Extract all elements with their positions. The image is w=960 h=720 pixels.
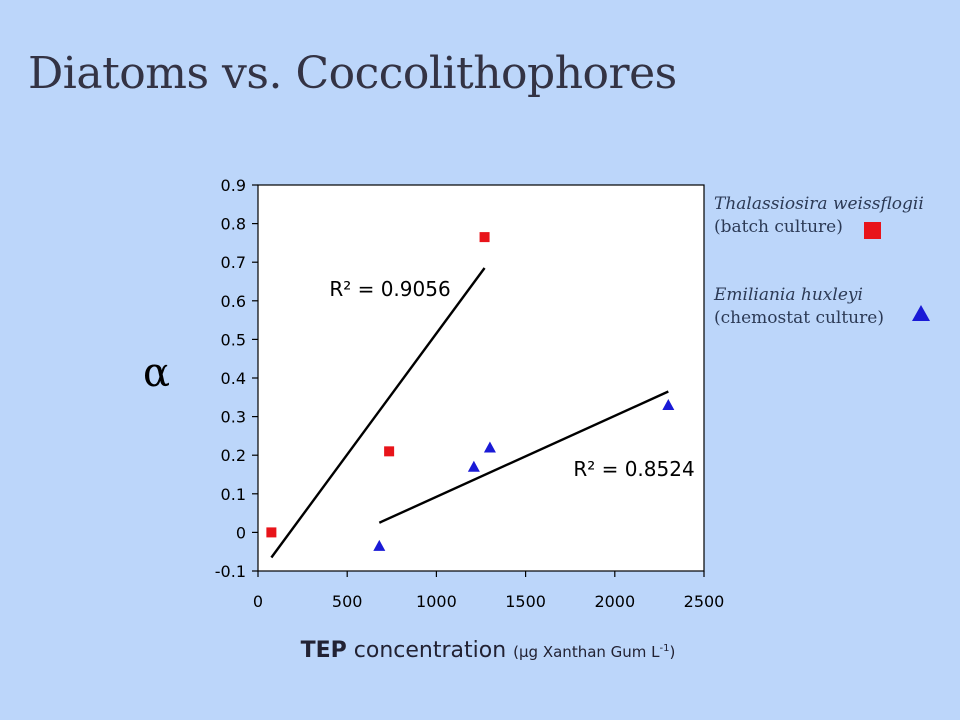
data-point-square — [479, 232, 490, 243]
legend-series-name: Thalassiosira weissflogii — [714, 194, 924, 214]
y-tick-label: 0.8 — [221, 215, 246, 234]
y-tick-label: 0.3 — [221, 408, 246, 427]
legend-triangle-icon — [912, 305, 930, 321]
legend-series-note: (chemostat culture) — [714, 308, 884, 328]
trendline — [378, 390, 669, 524]
y-tick-label: 0.7 — [221, 253, 246, 272]
x-axis-unit-close: ) — [669, 643, 676, 661]
x-tick-label: 2000 — [594, 592, 635, 611]
data-point-triangle — [662, 399, 675, 411]
x-axis-unit-open: (µg Xanthan Gum L — [513, 643, 660, 661]
legend-item-emiliania: Emiliania huxleyi (chemostat culture) — [714, 284, 884, 330]
r2-label: R² = 0.8524 — [573, 457, 694, 481]
y-axis-label: α — [143, 350, 170, 396]
r2-label: R² = 0.9056 — [329, 277, 450, 301]
legend-item-thalassiosira: Thalassiosira weissflogii (batch culture… — [714, 193, 924, 239]
slide-title: Diatoms vs. Coccolithophores — [28, 48, 677, 99]
y-tick-label: 0.9 — [221, 176, 246, 195]
x-axis-label-bold: TEP — [300, 638, 347, 663]
y-tick-label: 0.4 — [221, 369, 246, 388]
trendline — [270, 267, 486, 559]
y-tick-label: 0 — [236, 523, 246, 542]
legend-series-name: Emiliania huxleyi — [714, 285, 863, 305]
y-tick-label: 0.5 — [221, 330, 246, 349]
data-point-triangle — [483, 441, 496, 453]
x-tick-label: 1000 — [416, 592, 457, 611]
data-point-square — [384, 446, 395, 457]
x-tick-label: 1500 — [505, 592, 546, 611]
x-axis-label: TEP concentration (µg Xanthan Gum L-1) — [0, 638, 960, 663]
data-point-triangle — [373, 539, 386, 551]
y-tick-label: 0.1 — [221, 485, 246, 504]
r2-labels: R² = 0.9056 R² = 0.8524 — [329, 277, 694, 481]
y-tick-label: -0.1 — [215, 562, 246, 581]
x-axis: 0 500 1000 1500 2000 2500 — [253, 571, 724, 611]
data-points — [266, 232, 675, 551]
x-tick-label: 500 — [332, 592, 363, 611]
trendlines — [270, 267, 669, 559]
y-tick-label: 0.2 — [221, 446, 246, 465]
data-point-square — [266, 527, 277, 538]
x-tick-label: 2500 — [684, 592, 725, 611]
y-tick-label: 0.6 — [221, 292, 246, 311]
y-axis: -0.1 0 0.1 0.2 0.3 0.4 0.5 0.6 0.7 0.8 0.9 — [215, 176, 258, 581]
x-axis-label-main: concentration — [353, 638, 507, 663]
x-tick-label: 0 — [253, 592, 263, 611]
x-axis-unit-sup: -1 — [659, 643, 670, 654]
legend-series-note: (batch culture) — [714, 217, 843, 237]
legend-square-icon — [864, 222, 881, 239]
plot-area — [257, 184, 705, 572]
data-point-triangle — [467, 460, 480, 472]
x-axis-label-unit: (µg Xanthan Gum L-1) — [513, 643, 675, 661]
